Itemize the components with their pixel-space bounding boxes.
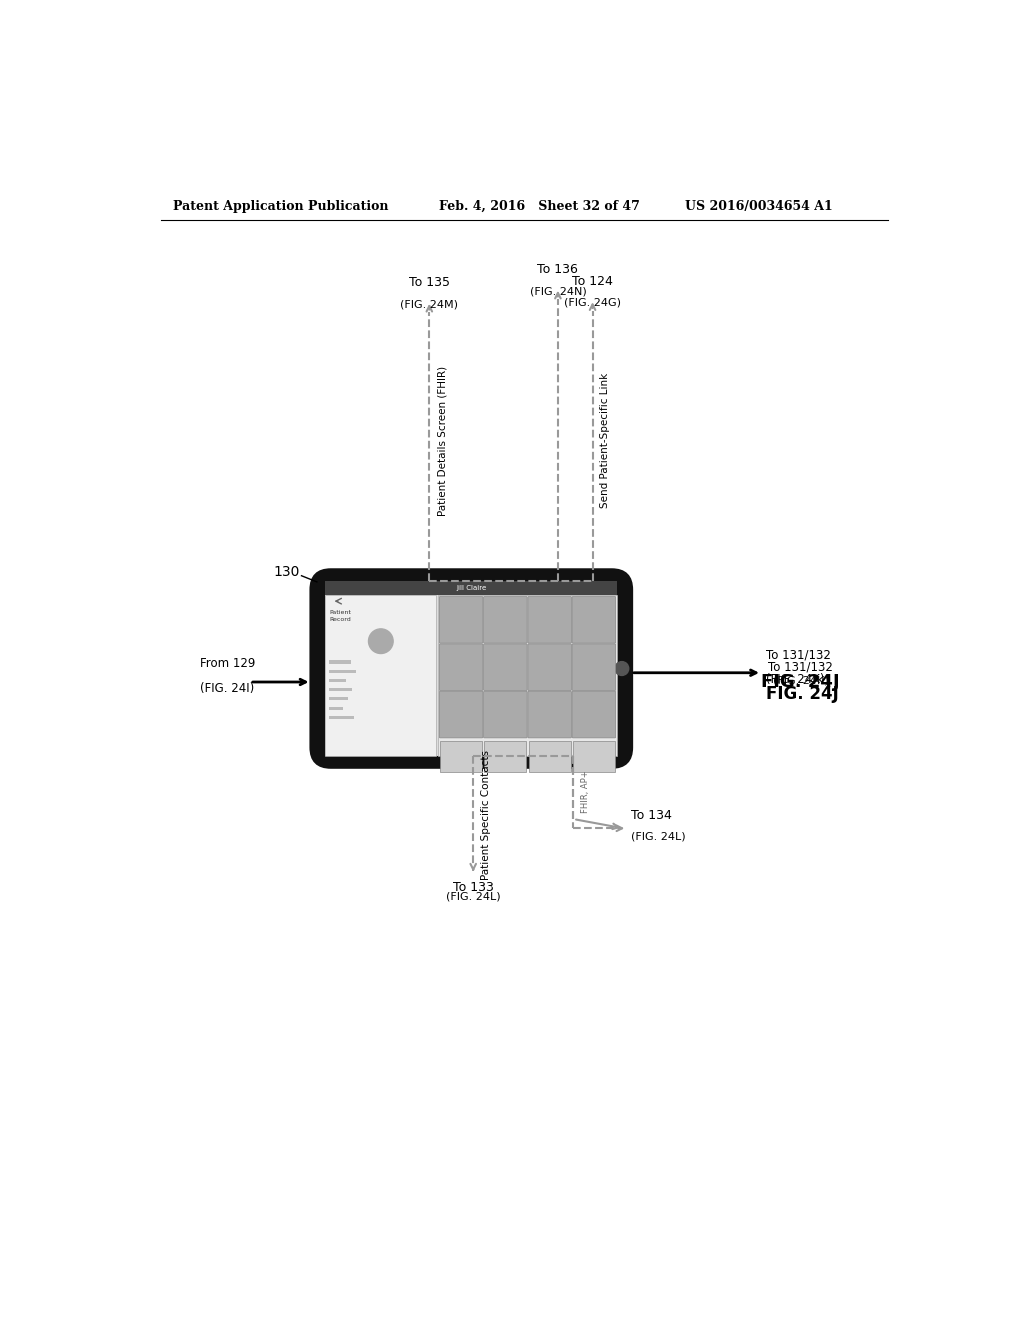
Text: (FIG. 24M): (FIG. 24M) [400,300,459,309]
Bar [330,688,352,692]
Text: (FIG. 24N): (FIG. 24N) [529,286,587,296]
Circle shape [614,661,629,676]
FancyBboxPatch shape [572,644,615,690]
FancyBboxPatch shape [483,644,527,690]
Bar [330,706,343,710]
Text: (FIG. 24G): (FIG. 24G) [564,298,622,308]
Text: To 135: To 135 [409,276,450,289]
Bar [330,697,348,701]
FancyBboxPatch shape [439,692,483,738]
Text: From 129: From 129 [200,657,255,671]
Text: Patient: Patient [330,610,351,615]
Text: FIG. 24J: FIG. 24J [766,685,839,704]
FancyBboxPatch shape [528,692,571,738]
FancyBboxPatch shape [528,597,571,643]
Text: 130: 130 [273,565,300,579]
Bar [330,678,346,682]
FancyBboxPatch shape [439,597,483,643]
Text: Record: Record [330,618,351,622]
Bar [326,581,617,595]
Bar [440,741,482,772]
Bar [438,595,617,756]
Text: To 131/132: To 131/132 [768,660,833,673]
Bar [330,660,351,664]
Text: To 134: To 134 [631,809,672,822]
FancyBboxPatch shape [572,597,615,643]
Circle shape [369,628,393,653]
Text: (FIG. 24K): (FIG. 24K) [766,673,824,686]
Text: Feb. 4, 2016   Sheet 32 of 47: Feb. 4, 2016 Sheet 32 of 47 [438,199,639,213]
Bar [484,741,526,772]
Bar [330,669,356,673]
FancyBboxPatch shape [528,644,571,690]
Text: (FIG. 24K): (FIG. 24K) [773,676,828,686]
Text: FHIR, AP+: FHIR, AP+ [581,771,590,813]
FancyBboxPatch shape [572,692,615,738]
FancyBboxPatch shape [483,692,527,738]
Text: US 2016/0034654 A1: US 2016/0034654 A1 [685,199,833,213]
Text: (FIG. 24L): (FIG. 24L) [631,832,686,841]
FancyBboxPatch shape [311,570,631,767]
Bar [528,741,570,772]
Text: Patient Details Screen (FHIR): Patient Details Screen (FHIR) [437,366,447,516]
Bar [330,715,354,719]
Bar [326,581,617,756]
Text: To 133: To 133 [453,880,494,894]
FancyBboxPatch shape [483,597,527,643]
Text: To 136: To 136 [538,263,579,276]
Text: Jill Claire: Jill Claire [456,585,486,591]
Text: Patient Specific Contacts: Patient Specific Contacts [481,750,490,880]
Text: FIG. 24J: FIG. 24J [761,673,840,690]
Text: Send Patient-Specific Link: Send Patient-Specific Link [600,372,610,508]
Bar [326,595,436,756]
FancyBboxPatch shape [439,644,483,690]
Text: (FIG. 24L): (FIG. 24L) [445,891,501,902]
Text: Patent Application Publication: Patent Application Publication [173,199,388,213]
Text: (FIG. 24I): (FIG. 24I) [200,682,254,696]
Bar [573,741,614,772]
Text: To 131/132: To 131/132 [766,649,830,663]
Text: To 124: To 124 [572,275,613,288]
